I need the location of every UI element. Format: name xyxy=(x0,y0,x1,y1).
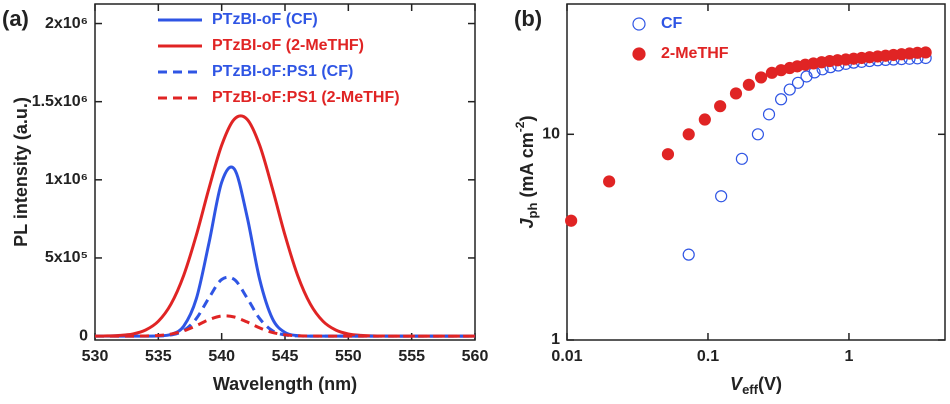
legend-label: PTzBI-oF:PS1 (2-MeTHF) xyxy=(212,89,400,106)
plot-frame xyxy=(94,3,476,341)
x-tick-label: 550 xyxy=(335,348,362,365)
data-point xyxy=(754,71,768,84)
series-line xyxy=(95,114,475,338)
x-tick-label: 555 xyxy=(398,348,425,365)
y-tick-label: 1 xyxy=(551,331,560,348)
y-tick-label: 1.5x10⁶ xyxy=(32,93,88,110)
x-tick-label: 0.01 xyxy=(551,348,582,365)
legend-label: PTzBI-oF (CF) xyxy=(212,11,318,28)
x-tick-label: 1 xyxy=(845,348,854,365)
data-point xyxy=(729,87,743,100)
y-axis-label-part: -2 xyxy=(513,121,527,132)
y-tick-label: 2x10⁶ xyxy=(45,15,88,32)
data-point xyxy=(791,76,805,89)
data-point xyxy=(698,113,711,126)
x-axis-label-part: V xyxy=(730,374,744,394)
legend-marker xyxy=(632,17,646,31)
y-axis-label: Jph (mA cm-2) xyxy=(513,116,540,229)
data-point xyxy=(800,70,813,83)
data-point xyxy=(714,100,727,113)
x-tick-label: 0.1 xyxy=(697,348,719,365)
data-point xyxy=(603,175,616,188)
series-line xyxy=(95,314,475,338)
x-axis-label: Veff(V) xyxy=(730,374,782,398)
plot-frame xyxy=(566,3,946,341)
legend-label: CF xyxy=(661,15,683,32)
y-tick-label: 0 xyxy=(79,327,88,344)
y-axis-label-part: (mA cm xyxy=(517,132,537,202)
data-point xyxy=(715,190,728,203)
series-line xyxy=(95,165,475,338)
data-point xyxy=(762,108,776,121)
y-axis-label-part: ) xyxy=(517,116,537,122)
data-point xyxy=(661,148,675,161)
x-tick-label: 560 xyxy=(462,348,489,365)
data-point xyxy=(742,78,755,91)
data-point xyxy=(682,128,695,141)
y-tick-label: 5x10⁵ xyxy=(45,249,88,266)
y-tick-label: 10 xyxy=(542,126,560,143)
y-axis-label-part: J xyxy=(517,217,537,228)
y-tick-label: 1x10⁶ xyxy=(45,171,88,188)
data-point xyxy=(735,152,748,165)
data-point xyxy=(919,46,932,59)
data-point xyxy=(565,214,578,227)
legend-label: PTzBI-oF (2-MeTHF) xyxy=(212,37,364,54)
y-axis-label: PL intensity (a.u.) xyxy=(11,97,31,247)
x-tick-label: 530 xyxy=(82,348,109,365)
y-axis-label-part: ph xyxy=(525,203,540,219)
x-axis-label: Wavelength (nm) xyxy=(213,374,357,394)
panel-label: (a) xyxy=(2,6,29,31)
x-tick-label: 535 xyxy=(145,348,172,365)
data-point xyxy=(783,83,796,96)
x-tick-label: 540 xyxy=(208,348,235,365)
data-point xyxy=(751,128,765,141)
x-tick-label: 545 xyxy=(272,348,299,365)
panel-label: (b) xyxy=(514,6,542,31)
x-axis-label-part: (V) xyxy=(758,374,782,394)
data-point xyxy=(774,93,788,106)
data-point xyxy=(682,248,695,261)
legend-label: PTzBI-oF:PS1 (CF) xyxy=(212,63,353,80)
x-axis-label-part: eff xyxy=(742,382,759,397)
legend-label: 2-MeTHF xyxy=(661,45,729,62)
legend-marker xyxy=(632,47,646,61)
